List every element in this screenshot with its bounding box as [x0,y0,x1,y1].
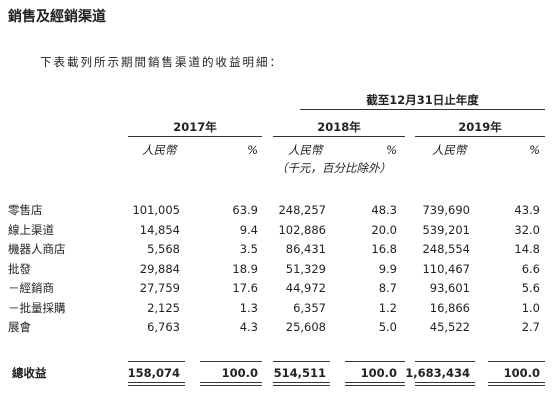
percent: 6.6 [521,261,540,276]
year-header: 2017年 [173,120,217,134]
percent: 63.9 [232,203,258,217]
percent: 18.9 [232,261,258,276]
currency-header: 人民幣 [142,143,177,157]
rule [415,382,475,383]
percent: 2.7 [521,320,540,334]
rule [273,136,405,137]
rule [200,361,262,362]
row-label: 線上渠道 [8,222,54,237]
percent: 9.4 [239,222,258,237]
row-label: 展會 [8,320,31,334]
amount: 25,608 [285,320,326,334]
amount: 101,005 [132,203,180,217]
percent: 1.2 [378,300,397,315]
amount: 14,854 [139,222,180,237]
rule [415,385,475,386]
rule [273,382,330,383]
rule [273,385,330,386]
percent: 48.3 [371,203,397,217]
year-header: 2019年 [458,120,502,134]
section-title: 銷售及經銷渠道 [8,9,106,25]
amount: 2,125 [147,300,180,315]
percent: 100.0 [360,366,397,380]
row-label: －批量採購 [8,300,66,315]
intro-text: 下表載列所示期間銷售渠道的收益明細： [40,55,283,69]
rule [128,136,262,137]
percent: 17.6 [232,281,258,295]
amount: 102,886 [278,222,326,237]
percent: 14.8 [514,242,540,256]
percent-header: % [386,143,397,157]
rule [128,382,185,383]
percent: 1.3 [239,300,258,315]
amount: 1,683,434 [405,366,470,380]
amount: 248,554 [422,242,470,256]
percent: 5.0 [378,320,397,334]
amount: 45,522 [429,320,470,334]
currency-header: 人民幣 [288,143,323,157]
rule [488,361,545,362]
percent: 1.0 [521,300,540,315]
percent: 32.0 [514,222,540,237]
percent: 4.3 [239,320,258,334]
rule [415,136,545,137]
percent: 5.6 [521,281,540,295]
amount: 5,568 [147,242,180,256]
row-label: －經銷商 [8,281,54,295]
rule [345,361,405,362]
row-label: 批發 [8,261,31,276]
percent: 43.9 [514,203,540,217]
rule [345,382,405,383]
rule [415,361,475,362]
percent: 100.0 [221,366,258,380]
rule [200,382,262,383]
amount: 739,690 [422,203,470,217]
year-header: 2018年 [317,120,361,134]
rule [128,385,185,386]
amount: 6,763 [147,320,180,334]
unit-note: （千元，百分比除外） [276,161,391,175]
amount: 248,257 [278,203,326,217]
total-label: 總收益 [12,366,47,380]
amount: 514,511 [273,366,326,380]
percent-header: % [247,143,258,157]
rule [273,361,330,362]
percent: 20.0 [371,222,397,237]
rule [300,109,545,110]
amount: 86,431 [285,242,326,256]
amount: 93,601 [429,281,470,295]
percent-header: % [529,143,540,157]
percent: 100.0 [503,366,540,380]
rule [200,385,262,386]
rule [345,385,405,386]
amount: 110,467 [422,261,470,276]
rule [488,385,545,386]
amount: 44,972 [285,281,326,295]
amount: 6,357 [293,300,326,315]
amount: 539,201 [422,222,470,237]
percent: 8.7 [378,281,397,295]
row-label: 零售店 [8,203,43,217]
amount: 27,759 [139,281,180,295]
amount: 158,074 [127,366,180,380]
amount: 16,866 [429,300,470,315]
percent: 16.8 [371,242,397,256]
currency-header: 人民幣 [432,143,467,157]
amount: 29,884 [139,261,180,276]
percent: 3.5 [239,242,258,256]
rule [488,382,545,383]
period-header: 截至12月31日止年度 [366,93,479,107]
row-label: 機器人商店 [8,242,66,256]
amount: 51,329 [285,261,326,276]
percent: 9.9 [378,261,397,276]
rule [128,361,185,362]
